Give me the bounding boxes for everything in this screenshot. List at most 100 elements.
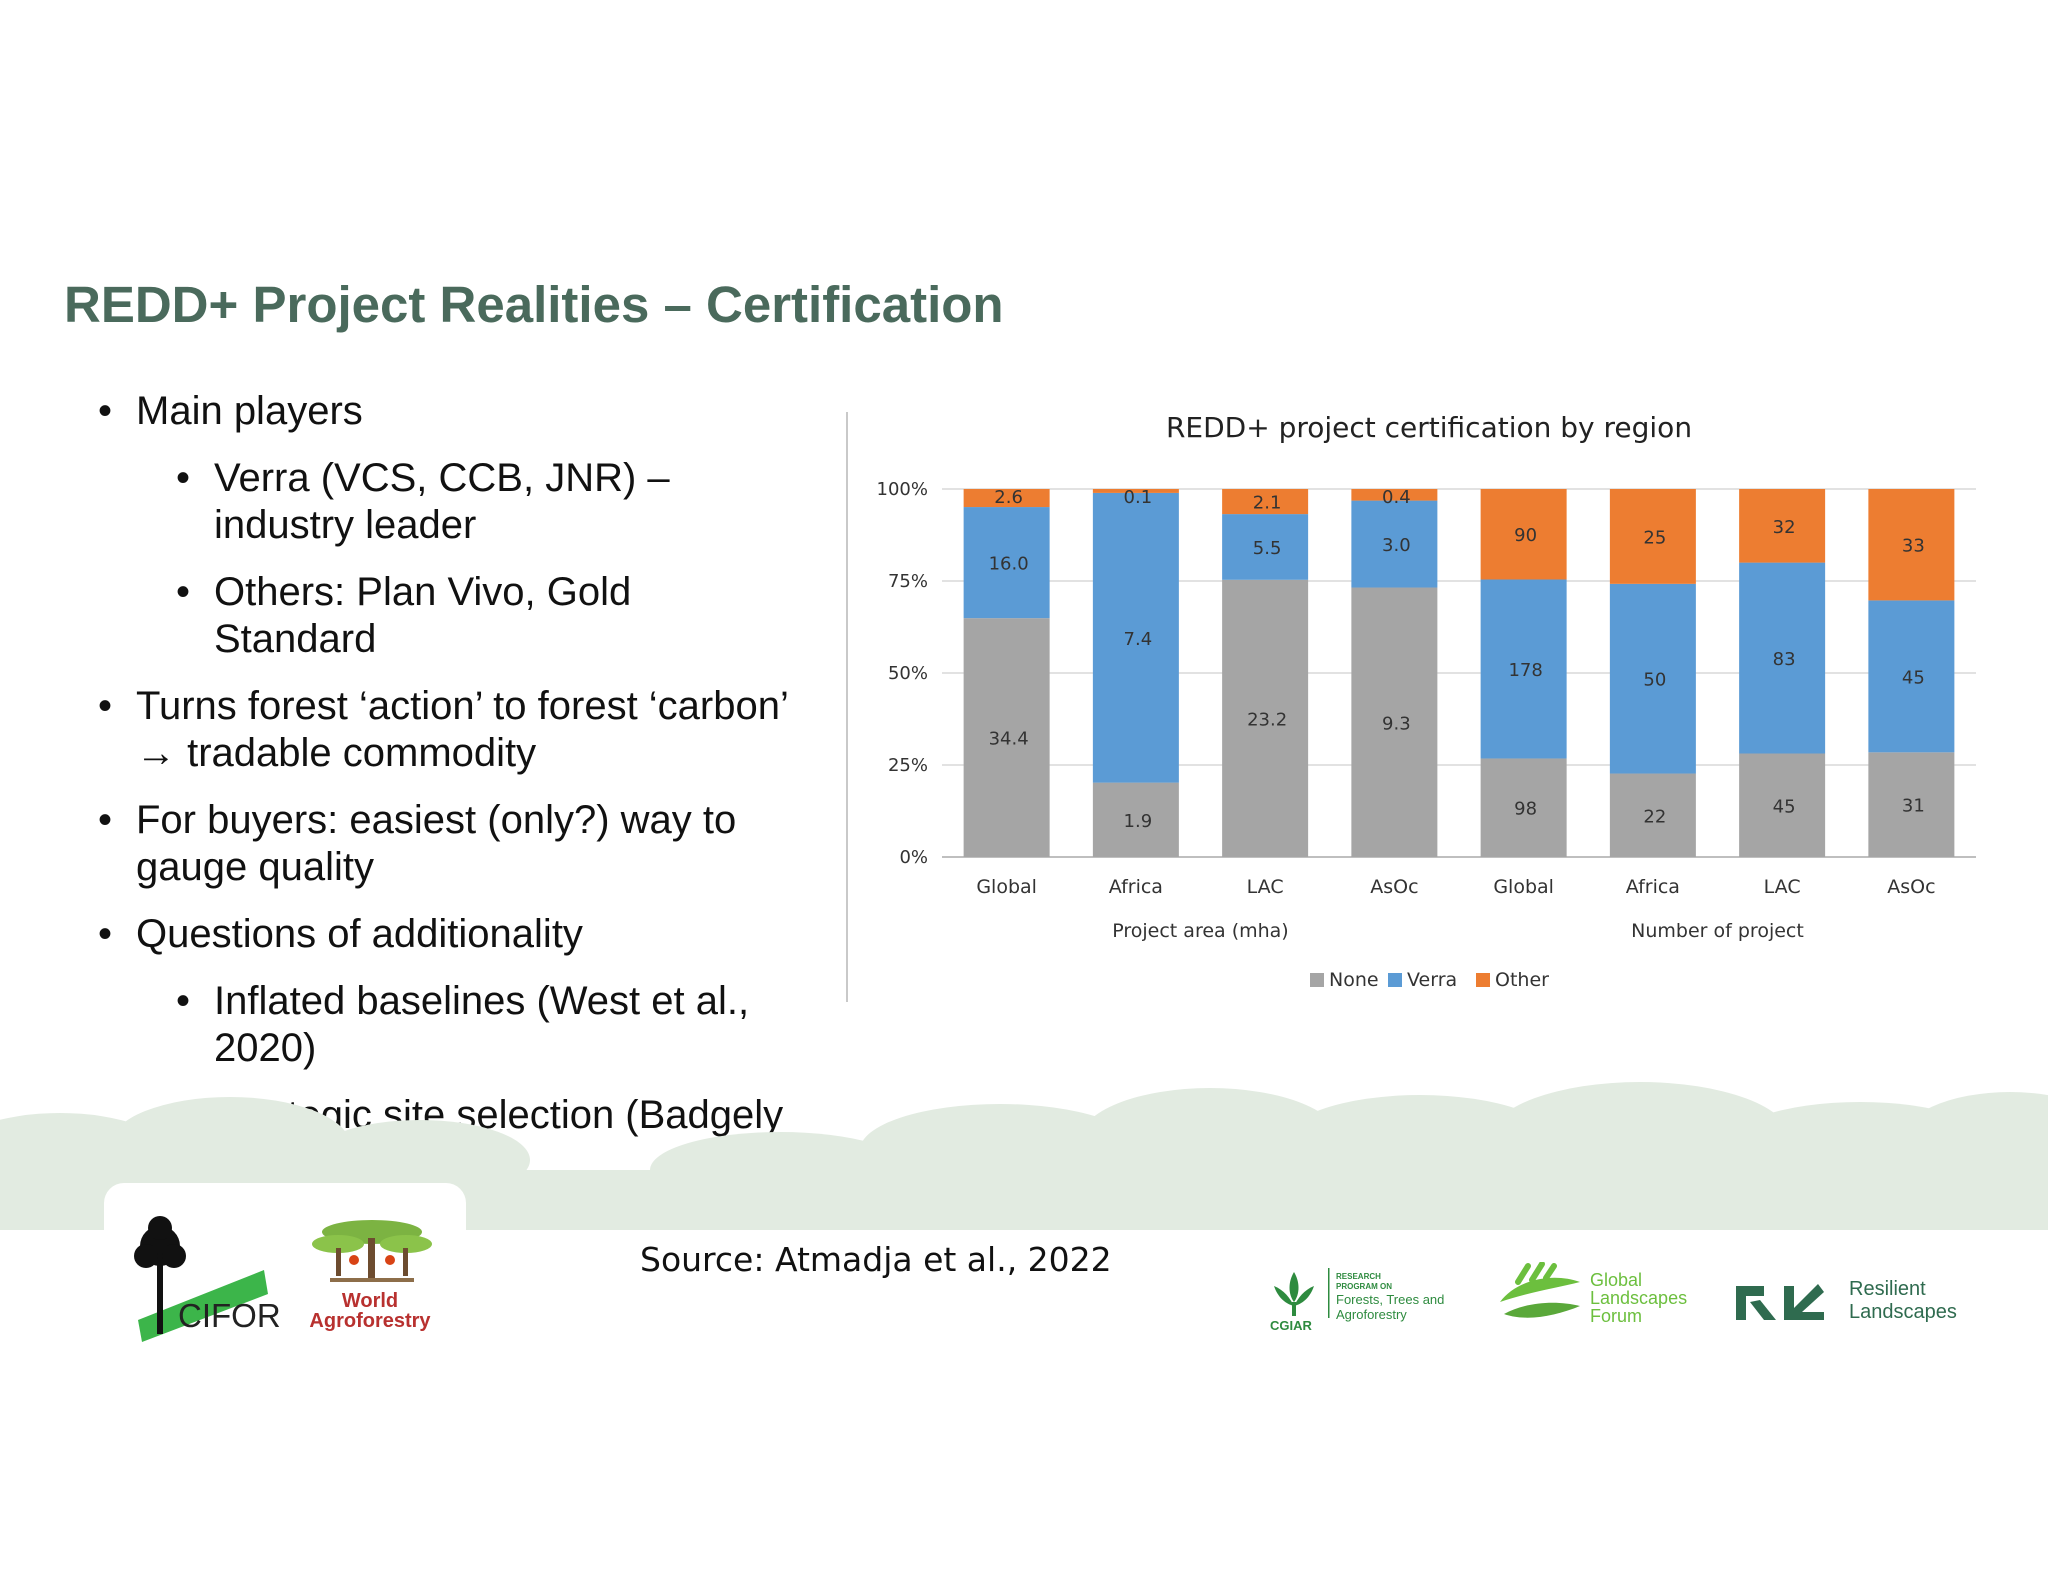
data-label: 9.3: [1382, 713, 1411, 734]
data-label: 32: [1773, 517, 1796, 538]
bar-segment-other: [1609, 489, 1696, 584]
glf-line-1: Global: [1590, 1270, 1643, 1290]
group-label: Number of project: [1631, 920, 1804, 942]
ytick-label: 75%: [888, 571, 928, 592]
xtick-label: Global: [1493, 876, 1554, 898]
glf-line-3: Forum: [1590, 1306, 1643, 1326]
bar-segment-verra: [1222, 514, 1309, 580]
bar-segment-none: [1739, 753, 1826, 857]
data-label: 5.5: [1253, 538, 1282, 559]
bullet-main-players: Main players: [98, 388, 798, 435]
bar-segment-other: [1480, 489, 1567, 580]
bar-segment-none: [1092, 782, 1179, 857]
fta-program-text: RESEARCH PROGRAM ON Forests, Trees and A…: [1336, 1272, 1476, 1322]
bar-segment-none: [1351, 587, 1438, 857]
ytick-label: 25%: [888, 755, 928, 776]
xtick-label: LAC: [1764, 876, 1801, 898]
bar-segment-verra: [1351, 500, 1438, 588]
bar-segment-none: [963, 618, 1050, 857]
bar-segment-other: [1222, 489, 1309, 515]
data-label: 1.9: [1124, 811, 1153, 832]
bar-segment-other: [1351, 489, 1438, 501]
bullet-buyers: For buyers: easiest (only?) way to gauge…: [98, 797, 798, 891]
bar-segment-other: [1739, 489, 1826, 563]
certification-chart: REDD+ project certification by region 0%…: [877, 411, 1976, 991]
data-label: 31: [1902, 796, 1925, 817]
bar-segment-verra: [1092, 492, 1179, 783]
legend-label: Verra: [1407, 969, 1457, 991]
data-label: 33: [1902, 536, 1925, 557]
bar-segment-other: [1868, 489, 1955, 601]
bar-segment-none: [1868, 752, 1955, 857]
bar-segment-none: [1609, 773, 1696, 857]
data-label: 16.0: [989, 554, 1029, 575]
data-label: 2.1: [1253, 493, 1282, 514]
legend-swatch-other: [1476, 973, 1490, 987]
data-label: 45: [1902, 667, 1925, 688]
bullet-forest-carbon: Turns forest ‘action’ to forest ‘carbon’…: [98, 683, 798, 777]
data-label: 3.0: [1382, 535, 1411, 556]
data-label: 0.4: [1382, 487, 1411, 508]
xtick-label: Africa: [1626, 876, 1680, 898]
bar-segment-other: [963, 489, 1050, 508]
bullet-inflated-baselines: Inflated baselines (West et al., 2020): [176, 978, 798, 1072]
data-label: 83: [1773, 649, 1796, 670]
bullet-others: Others: Plan Vivo, Gold Standard: [176, 569, 798, 663]
fta-line-2: Agroforestry: [1336, 1307, 1407, 1322]
legend-label: Other: [1495, 969, 1549, 991]
fta-small-line-1: RESEARCH: [1336, 1272, 1381, 1281]
data-label: 98: [1514, 799, 1537, 820]
data-label: 2.6: [994, 487, 1023, 508]
source-citation: Source: Atmadja et al., 2022: [640, 1240, 1112, 1279]
data-label: 50: [1643, 670, 1666, 691]
fta-small-line-2: PROGRAM ON: [1336, 1282, 1392, 1291]
cifor-logo: [134, 1216, 268, 1342]
ytick-label: 100%: [877, 479, 928, 500]
xtick-label: Global: [976, 876, 1037, 898]
legend-swatch-verra: [1388, 973, 1402, 987]
world-agroforestry-wordmark: World Agroforestry: [305, 1291, 435, 1331]
bullet-additionality: Questions of additionality: [98, 911, 798, 958]
column-divider: [846, 412, 848, 1002]
rl-line-2: Landscapes: [1849, 1301, 1957, 1323]
ytick-label: 50%: [888, 663, 928, 684]
bar-segment-other: [1092, 489, 1179, 493]
group-label: Project area (mha): [1112, 920, 1288, 942]
chart-title: REDD+ project certification by region: [1166, 411, 1692, 444]
rl-line-1: Resilient: [1849, 1278, 1926, 1300]
data-label: 22: [1643, 806, 1666, 827]
legend-label: None: [1329, 969, 1379, 991]
wa-line-2: Agroforestry: [309, 1310, 431, 1332]
bar-segment-none: [1480, 758, 1567, 857]
xtick-label: AsOc: [1370, 876, 1418, 898]
cgiar-logo: [1274, 1268, 1330, 1318]
fta-line-1: Forests, Trees and: [1336, 1292, 1445, 1307]
bar-segment-verra: [1868, 600, 1955, 753]
data-label: 90: [1514, 525, 1537, 546]
cifor-wordmark: CIFOR: [178, 1297, 281, 1334]
wa-line-1: World: [341, 1290, 399, 1312]
glf-line-2: Landscapes: [1590, 1288, 1688, 1308]
bar-segment-verra: [963, 507, 1050, 619]
glf-wordmark: Global Landscapes Forum: [1590, 1271, 1700, 1325]
data-label: 0.1: [1124, 487, 1153, 508]
bar-segment-verra: [1739, 562, 1826, 754]
data-label: 23.2: [1247, 709, 1287, 730]
xtick-label: AsOc: [1887, 876, 1935, 898]
xtick-label: Africa: [1109, 876, 1163, 898]
ytick-label: 0%: [899, 847, 928, 868]
bullet-verra: Verra (VCS, CCB, JNR) – industry leader: [176, 455, 798, 549]
bar-segment-none: [1222, 579, 1309, 857]
data-label: 34.4: [989, 729, 1029, 750]
bar-segment-verra: [1480, 579, 1567, 759]
resilient-landscapes-logo: [1736, 1284, 1824, 1320]
bar-segment-verra: [1609, 583, 1696, 774]
glf-logo: [1500, 1262, 1580, 1318]
data-label: 178: [1508, 660, 1542, 681]
data-label: 7.4: [1124, 629, 1153, 650]
bullet-list: Main players Verra (VCS, CCB, JNR) – ind…: [98, 388, 798, 1206]
data-label: 25: [1643, 527, 1666, 548]
cgiar-wordmark: CGIAR: [1270, 1318, 1312, 1333]
data-label: 45: [1773, 796, 1796, 817]
resilient-landscapes-wordmark: Resilient Landscapes: [1849, 1278, 2009, 1324]
